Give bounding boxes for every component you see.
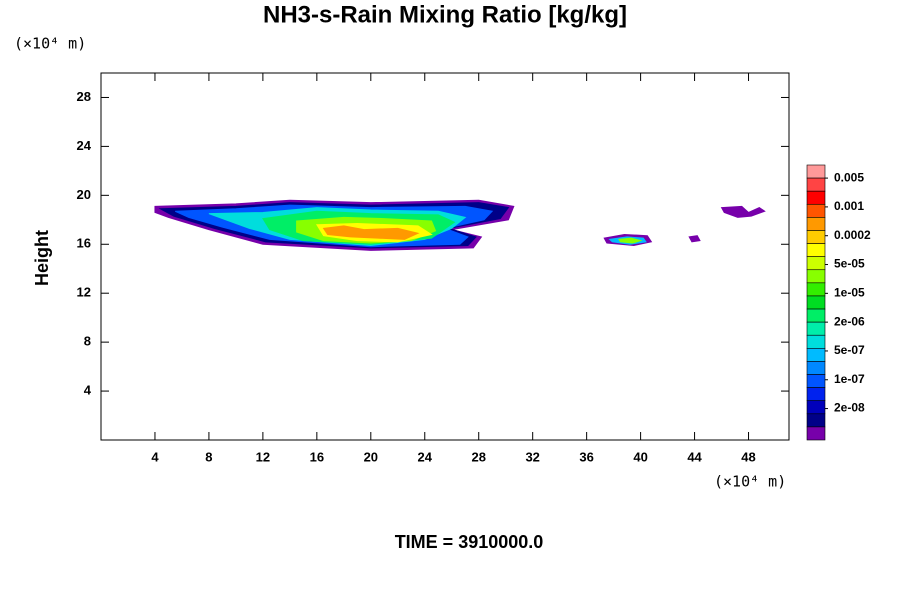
x-tick-label: 44 — [687, 449, 702, 464]
colorbar-swatch — [806, 321, 826, 336]
x-tick-label: 4 — [151, 449, 159, 464]
colorbar-swatch — [806, 230, 826, 244]
colorbar-swatch — [806, 190, 826, 205]
colorbar-label: 0.005 — [834, 170, 864, 184]
colorbar-swatch — [806, 282, 826, 297]
colorbar-swatch — [806, 387, 826, 402]
y-tick-label: 24 — [77, 138, 92, 153]
x-tick-label: 24 — [418, 449, 433, 464]
y-tick-label: 4 — [84, 383, 92, 398]
footer: TIME = 3910000.0 — [395, 532, 544, 552]
colorbar-swatch — [806, 348, 826, 362]
x-tick-label: 20 — [364, 449, 378, 464]
colorbar-swatch — [806, 256, 826, 271]
colorbar-swatch — [806, 400, 826, 415]
colorbar-swatch — [806, 243, 826, 257]
colorbar-swatch — [806, 413, 826, 428]
y-axis-label: Height — [32, 230, 52, 286]
x-tick-label: 12 — [256, 449, 270, 464]
y-unit: (×10⁴ m) — [14, 35, 86, 53]
colorbar-swatch — [806, 269, 826, 284]
x-tick-label: 32 — [525, 449, 539, 464]
colorbar-label: 2e-06 — [834, 314, 865, 328]
y-tick-label: 28 — [77, 89, 91, 104]
y-tick-label: 12 — [77, 285, 91, 300]
colorbar-swatch — [806, 308, 826, 323]
colorbar-swatch — [806, 334, 826, 349]
x-tick-label: 8 — [205, 449, 212, 464]
colorbar-label: 2e-08 — [834, 401, 865, 415]
colorbar-label: 5e-07 — [834, 343, 865, 357]
contour-region — [720, 205, 766, 218]
colorbar-label: 0.0002 — [834, 228, 871, 242]
y-tick-label: 8 — [84, 334, 91, 349]
colorbar-swatch — [806, 374, 826, 388]
contour-region — [322, 225, 420, 240]
colorbar-swatch — [806, 177, 826, 192]
y-tick-label: 20 — [77, 187, 91, 202]
chart-title: NH3-s-Rain Mixing Ratio [kg/kg] — [263, 1, 627, 28]
x-tick-label: 16 — [310, 449, 324, 464]
contour-region — [688, 235, 701, 243]
colorbar-swatch — [806, 164, 826, 179]
colorbar-label: 1e-05 — [834, 286, 865, 300]
colorbar-swatch — [806, 361, 826, 375]
x-tick-label: 36 — [579, 449, 593, 464]
colorbar-swatch — [806, 295, 826, 310]
colorbar-swatch — [806, 426, 826, 441]
x-unit: (×10⁴ m) — [714, 473, 786, 491]
contour-region — [618, 237, 643, 244]
x-tick-label: 48 — [741, 449, 755, 464]
x-tick-label: 40 — [633, 449, 647, 464]
colorbar-label: 5e-05 — [834, 257, 865, 271]
y-tick-label: 16 — [77, 236, 91, 251]
colorbar-label: 1e-07 — [834, 372, 865, 386]
colorbar-label: 0.001 — [834, 199, 864, 213]
colorbar-swatch — [806, 217, 826, 231]
x-tick-label: 28 — [471, 449, 485, 464]
colorbar-swatch — [806, 203, 826, 218]
plot-frame — [100, 72, 790, 441]
